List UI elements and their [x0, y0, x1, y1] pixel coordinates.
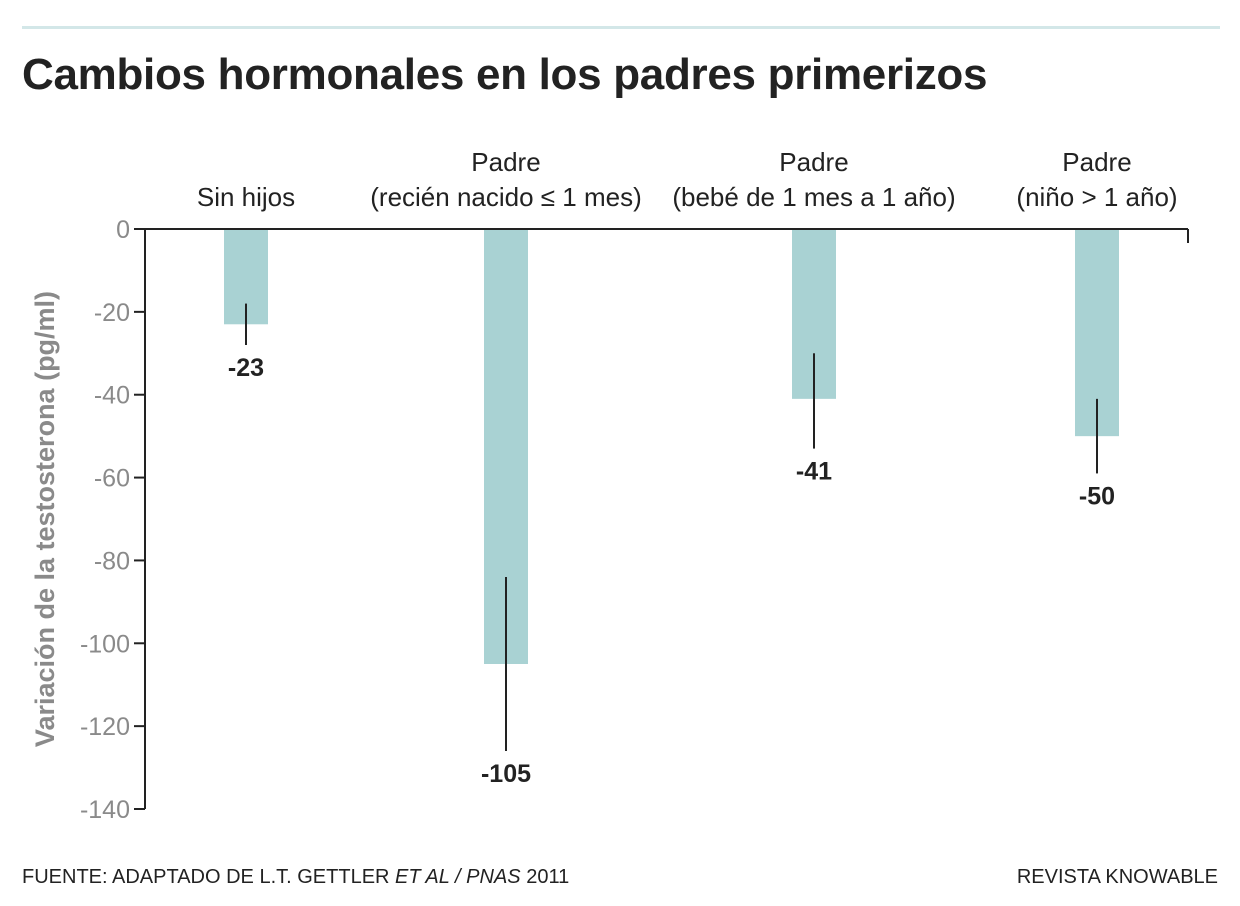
category-label: Sin hijos	[197, 182, 295, 212]
value-label: -23	[228, 354, 264, 382]
y-tick-label: 0	[116, 216, 130, 244]
value-label: -105	[481, 760, 531, 788]
category-label: (niño > 1 año)	[1016, 182, 1177, 212]
source-italic: ET AL / PNAS	[395, 866, 521, 888]
category-label: (bebé de 1 mes a 1 año)	[672, 182, 955, 212]
y-axis-label: Variación de la testosterona (pg/ml)	[30, 291, 60, 747]
category-label: (recién nacido ≤ 1 mes)	[370, 182, 642, 212]
category-label: Padre	[1062, 147, 1131, 177]
chart-title: Cambios hormonales en los padres primeri…	[22, 50, 988, 99]
y-tick-label: -20	[94, 299, 130, 327]
brand-credit: REVISTA KNOWABLE	[1016, 866, 1218, 888]
y-tick-label: -80	[94, 547, 130, 575]
source-suffix: 2011	[520, 866, 570, 888]
y-tick-label: -100	[80, 630, 130, 658]
top-rule	[22, 26, 1220, 29]
y-tick-label: -140	[80, 796, 130, 824]
y-tick-label: -40	[94, 382, 130, 410]
category-label: Padre	[471, 147, 540, 177]
source-prefix: FUENTE: ADAPTADO DE L.T. GETTLER	[22, 866, 396, 888]
value-label: -50	[1079, 482, 1115, 510]
category-label: Padre	[779, 147, 848, 177]
value-label: -41	[796, 458, 832, 486]
y-tick-label: -120	[80, 713, 130, 741]
source-credit: FUENTE: ADAPTADO DE L.T. GETTLER ET AL /…	[22, 866, 569, 889]
y-tick-label: -60	[94, 465, 130, 493]
